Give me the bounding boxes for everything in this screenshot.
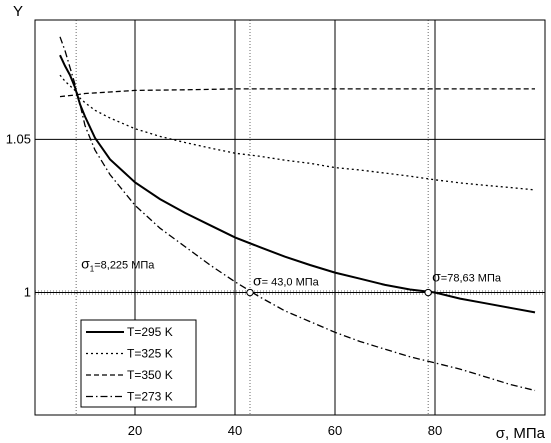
legend-label-2: T=350 K (127, 368, 173, 382)
series-lines (59, 36, 536, 392)
legend-label-0: T=295 K (127, 325, 173, 339)
annotation-1: σ= 43,0 МПа (253, 273, 320, 289)
series-line-2 (59, 88, 535, 98)
y-tick-label-0: 1 (24, 285, 31, 300)
legend: T=295 K T=325 K T=350 K T=273 K (80, 319, 197, 408)
vertical-markers (35, 20, 545, 415)
series-line-0 (59, 54, 536, 314)
legend-box (80, 319, 197, 408)
marker-point-1 (424, 288, 432, 297)
y-tick-label-1: 1.05 (6, 131, 31, 146)
annotation-2: σ=78,63 МПа (432, 269, 502, 285)
plot-frame (34, 19, 546, 416)
marker-point-0 (246, 288, 254, 297)
x-axis-label: σ, МПа (496, 425, 546, 442)
legend-label-3: T=273 K (127, 390, 173, 404)
annotations: σ1=8,225 МПа σ= 43,0 МПа σ=78,63 МПа (81, 256, 502, 289)
annotation-0: σ1=8,225 МПа (81, 256, 155, 274)
y-axis-label: Y (13, 3, 23, 20)
x-tick-label-3: 80 (428, 423, 442, 438)
marker-points (246, 288, 432, 297)
tick-labels: 20 40 60 80 1 1.05 (6, 131, 443, 438)
x-tick-label-0: 20 (128, 423, 142, 438)
x-tick-label-2: 60 (328, 423, 342, 438)
legend-label-1: T=325 K (127, 347, 173, 361)
series-line-1 (59, 74, 536, 191)
x-tick-label-1: 40 (228, 423, 242, 438)
